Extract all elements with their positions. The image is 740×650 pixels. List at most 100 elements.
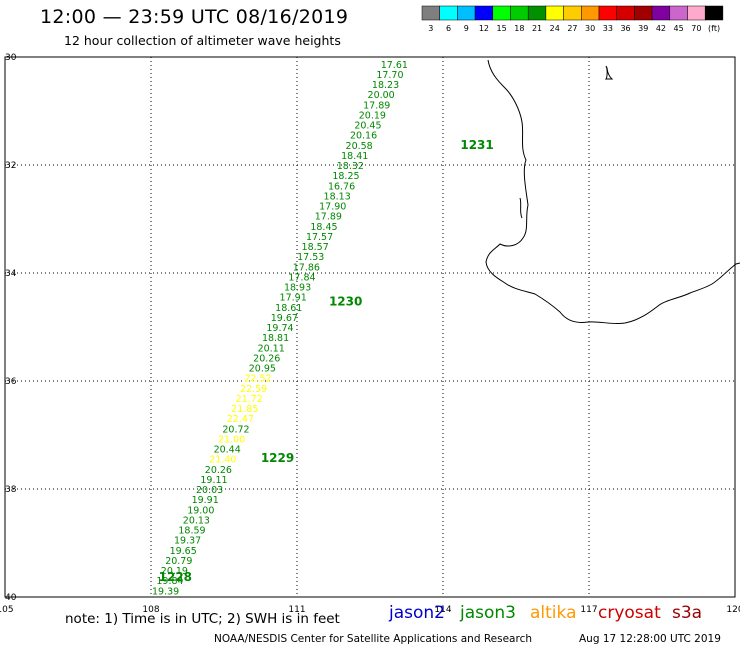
footnote: note: 1) Time is in UTC; 2) SWH is in fe… [65, 611, 340, 627]
wave-height-value: 18.93 [284, 283, 311, 294]
wave-height-value: 20.44 [214, 445, 241, 456]
wave-height-value: 21.72 [236, 394, 263, 405]
satellite-legend-item: jason3 [460, 603, 516, 623]
scale-label: 30 [585, 24, 595, 33]
wave-height-value: 17.61 [381, 60, 408, 71]
scale-label: 9 [464, 24, 469, 33]
scale-label: 36 [620, 24, 630, 33]
scale-label: 42 [656, 24, 666, 33]
scale-label: 3 [428, 24, 433, 33]
lat-tick-label: 32 [5, 161, 16, 171]
lat-tick-label: 30 [5, 53, 17, 63]
scale-swatch [439, 5, 458, 21]
scale-label: 6 [446, 24, 451, 33]
scale-swatch [492, 5, 511, 21]
lat-tick-label: 36 [5, 377, 17, 387]
wave-height-value: 19.74 [266, 323, 293, 334]
wave-height-value: 21.85 [231, 404, 258, 415]
wave-height-value: 17.89 [363, 100, 390, 111]
wave-height-value: 20.00 [368, 90, 395, 101]
wave-height-value: 20.95 [249, 364, 276, 375]
scale-swatch [634, 5, 653, 21]
page-subtitle: 12 hour collection of altimeter wave hei… [64, 33, 341, 48]
satellite-legend-item: altika [530, 603, 577, 623]
scale-swatch [457, 5, 476, 21]
wave-height-value: 18.57 [302, 242, 329, 253]
scale-swatch [669, 5, 688, 21]
wave-height-value: 18.25 [332, 171, 359, 182]
wave-height-value: 17.57 [306, 232, 333, 243]
scale-label: 15 [497, 24, 507, 33]
scale-label: 24 [550, 24, 560, 33]
color-scale-legend: 3 6 9 12 15 18 21 24 27 30 33 36 39 42 45 70 (ft) [421, 5, 724, 33]
wave-height-value: 20.26 [205, 465, 232, 476]
scale-swatch [581, 5, 600, 21]
island-outline [604, 65, 614, 80]
coastline-bay [519, 197, 523, 219]
satellite-legend-item: cryosat [598, 603, 661, 623]
lon-tick-label: 108 [142, 605, 159, 615]
time-label: 1230 [329, 294, 362, 308]
wave-height-value: 20.03 [196, 485, 223, 496]
scale-swatch [474, 5, 494, 21]
scale-label: 33 [603, 24, 613, 33]
wave-height-value: 18.23 [372, 80, 399, 91]
wave-height-value: 20.11 [258, 343, 285, 354]
scale-swatch [704, 5, 724, 21]
scale-swatch [598, 5, 617, 21]
wave-height-value: 18.32 [337, 161, 364, 172]
scale-swatch [510, 5, 529, 21]
scale-swatch [563, 5, 582, 21]
time-labels: 1228 1229 1230 1231 [159, 138, 494, 584]
footer-credit: NOAA/NESDIS Center for Satellite Applica… [214, 633, 532, 645]
wave-height-value: 17.84 [288, 272, 315, 283]
scale-label: 45 [674, 24, 684, 33]
wave-height-value: 18.81 [262, 333, 289, 344]
lon-tick-label: 114 [434, 605, 451, 615]
wave-height-value: 20.45 [354, 121, 381, 132]
time-label: 1229 [261, 451, 294, 465]
lat-tick-label: 38 [5, 485, 17, 495]
scale-label: 70 [691, 24, 701, 33]
wave-height-value: 21.00 [218, 434, 245, 445]
wave-height-value: 20.19 [161, 566, 188, 577]
wave-height-value: 20.79 [165, 556, 192, 567]
scale-swatch [687, 5, 706, 21]
wave-height-value: 19.39 [152, 586, 179, 597]
wave-height-value: 20.26 [253, 353, 280, 364]
lat-tick-label: 34 [5, 269, 17, 279]
time-label: 1231 [460, 138, 493, 152]
wave-height-value: 19.65 [170, 546, 197, 557]
scale-label: 27 [567, 24, 577, 33]
wave-height-value: 22.59 [240, 384, 267, 395]
scale-label: 18 [514, 24, 524, 33]
wave-height-value: 19.37 [174, 536, 201, 547]
wave-height-value: 19.84 [156, 576, 183, 587]
time-label: 1228 [159, 570, 192, 584]
scale-swatch [527, 5, 547, 21]
wave-height-value: 20.72 [222, 424, 249, 435]
lon-tick-label: 105 [0, 605, 14, 615]
satellite-legend-item: s3a [672, 603, 703, 623]
wave-height-value: 18.13 [324, 191, 351, 202]
wave-height-value: 17.86 [293, 262, 320, 273]
wave-height-value: 19.67 [271, 313, 298, 324]
wave-height-value: 18.59 [178, 526, 205, 537]
wave-height-value: 17.89 [315, 212, 342, 223]
lon-tick-label: 111 [288, 605, 305, 615]
wave-height-value: 20.58 [346, 141, 373, 152]
lon-tick-label: 117 [580, 605, 597, 615]
wave-height-value: 20.19 [359, 110, 386, 121]
scale-label: 12 [479, 24, 489, 33]
satellite-legend-item: jason2 [389, 603, 445, 623]
wave-height-value: 22.52 [244, 374, 271, 385]
wave-height-value: 18.61 [275, 303, 302, 314]
wave-height-value: 17.91 [280, 293, 307, 304]
wave-height-value: 17.53 [297, 252, 324, 263]
wave-height-value: 20.13 [183, 515, 210, 526]
scale-label: 39 [638, 24, 648, 33]
scale-swatch [616, 5, 635, 21]
coastline-west [485, 59, 740, 325]
scale-label: 21 [532, 24, 542, 33]
